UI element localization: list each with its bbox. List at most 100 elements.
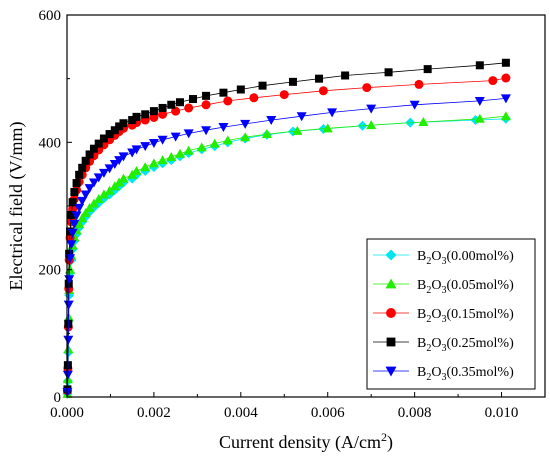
data-point — [149, 107, 158, 116]
data-point — [158, 103, 167, 112]
data-point — [131, 165, 142, 175]
data-point — [71, 211, 82, 221]
data-point — [366, 120, 377, 130]
legend-entry-1: B2O3(0.05mol%) — [373, 278, 514, 296]
data-point — [149, 113, 159, 123]
data-point — [66, 240, 77, 250]
data-point — [72, 179, 81, 188]
data-point — [240, 119, 251, 129]
legend-entry-4: B2O3(0.35mol%) — [373, 365, 514, 383]
data-point — [80, 190, 91, 200]
x-tick-label: 0.008 — [398, 405, 432, 421]
data-point — [118, 173, 129, 183]
y-tick-label: 600 — [39, 8, 62, 24]
data-point — [488, 76, 498, 86]
data-point — [318, 86, 328, 96]
data-point — [414, 79, 424, 89]
y-tick-label: 400 — [39, 135, 62, 151]
data-point — [131, 145, 142, 155]
data-point — [170, 132, 181, 142]
data-point — [296, 112, 307, 122]
data-point — [89, 144, 98, 153]
data-point — [474, 113, 485, 123]
data-point — [140, 162, 151, 172]
data-point — [70, 187, 79, 196]
data-point — [104, 164, 115, 174]
data-point — [322, 123, 333, 133]
legend: B2O3(0.00mol%) B2O3(0.05mol%) B2O3(0.15mol… — [366, 238, 536, 390]
data-point — [223, 96, 233, 106]
data-point — [114, 156, 125, 166]
x-tick-label: 0.010 — [485, 405, 519, 421]
data-point — [109, 159, 120, 169]
data-point — [141, 110, 150, 119]
x-tick-label: 0.002 — [137, 405, 171, 421]
data-point — [77, 213, 88, 223]
data-point — [501, 73, 511, 83]
series-4 — [62, 94, 511, 397]
data-point — [279, 90, 289, 100]
data-point — [128, 116, 137, 125]
data-point — [99, 134, 108, 143]
data-point — [74, 218, 85, 228]
data-point — [166, 151, 177, 161]
data-point — [157, 135, 168, 145]
data-point — [158, 109, 168, 119]
data-point — [183, 145, 194, 155]
data-point — [94, 139, 103, 148]
legend-marker — [385, 249, 397, 261]
data-point — [104, 185, 115, 195]
data-point — [98, 189, 109, 199]
legend-label: B2O3(0.35mol%) — [417, 365, 514, 383]
data-point — [261, 129, 272, 139]
data-point — [65, 249, 74, 258]
data-point — [258, 81, 267, 90]
legend-marker — [385, 366, 397, 377]
legend-label: B2O3(0.00mol%) — [417, 249, 514, 267]
data-point — [236, 85, 245, 94]
data-point — [68, 198, 77, 207]
legend-label: B2O3(0.25mol%) — [417, 336, 514, 354]
data-point — [93, 173, 104, 183]
axes: 0.000 0.002 0.004 0.006 0.008 0.010 0 200 400 600… — [6, 8, 546, 453]
series-3 — [63, 58, 510, 394]
data-point — [218, 123, 229, 133]
data-point — [84, 184, 95, 194]
data-point — [219, 88, 228, 97]
data-point — [362, 83, 372, 93]
data-point — [423, 65, 432, 74]
data-point — [157, 155, 168, 165]
data-point — [175, 98, 184, 107]
data-point — [110, 126, 119, 135]
data-point — [184, 103, 194, 113]
legend-marker — [386, 337, 396, 347]
legend-entry-3: B2O3(0.25mol%) — [373, 336, 514, 354]
data-point — [98, 168, 109, 178]
data-point — [315, 74, 324, 83]
data-point — [327, 108, 338, 118]
y-tick-label: 0 — [54, 390, 62, 406]
data-point — [384, 68, 393, 77]
data-point — [249, 93, 259, 103]
data-point — [500, 111, 511, 121]
legend-marker — [386, 308, 396, 318]
data-point — [474, 96, 485, 106]
data-point — [266, 116, 277, 126]
legend-label: B2O3(0.15mol%) — [417, 307, 514, 325]
data-point — [341, 71, 350, 80]
data-point — [81, 156, 90, 165]
data-point — [78, 163, 87, 172]
data-point — [75, 170, 84, 179]
x-axis-title: Current density (A/cm2) — [219, 430, 393, 453]
data-point — [67, 228, 78, 238]
data-point — [80, 208, 91, 218]
data-point — [148, 158, 159, 168]
data-point — [418, 116, 429, 126]
data-point — [475, 61, 484, 70]
data-point — [288, 77, 297, 86]
data-point — [63, 300, 74, 310]
plot-area — [62, 58, 511, 399]
legend-label: B2O3(0.05mol%) — [417, 278, 514, 296]
data-point — [67, 210, 76, 219]
data-point — [85, 150, 94, 159]
